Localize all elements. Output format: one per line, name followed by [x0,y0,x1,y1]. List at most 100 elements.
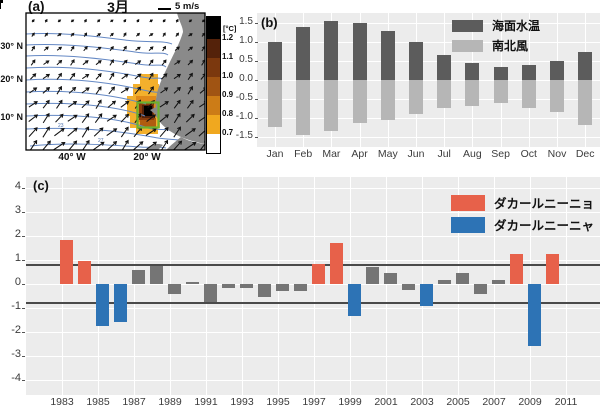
gridline-h [257,61,600,63]
ytick-label-c: 3 [14,204,21,216]
gridline-v [528,13,530,147]
month-tick-label: Oct [520,148,537,160]
gridline-v [416,13,417,147]
ytick-mark-b [255,136,258,138]
bar-海面水温-Jan [268,42,282,80]
year-tick-label: 2001 [374,396,398,408]
ytick-mark-c [22,260,25,261]
bar-南北風-Nov [550,80,564,113]
panel-a-title: 3月 [107,0,129,15]
ytick-label-b: -1.5 [235,129,253,141]
gridline-v [134,177,135,395]
gridline-v [566,177,567,395]
ytick-label-c: -2 [11,324,21,336]
bar-1999-nina [347,284,361,317]
wind-legend-swatch [452,39,483,52]
panel-b-legend: 海面水温 南北風 [452,17,540,57]
ytick-label-c: 0 [14,276,21,288]
gridline-h [26,260,600,261]
bar-南北風-Aug [465,80,480,107]
panel-c-plot-area [26,177,600,395]
year-tick-label: 1995 [266,396,290,408]
panel-c-label: (c) [33,178,49,193]
bar-南北風-Apr [352,80,367,124]
lon-tick-mark [0,6,1,9]
gridline-h [26,356,600,357]
bar-南北風-Jan [268,80,282,128]
gridline-v [275,13,276,147]
gridline-v [422,177,423,395]
bar-1986-nina [113,284,127,323]
gridline-v [98,177,99,395]
gridline-v [206,177,207,395]
bar-1995-neutral [275,284,289,292]
gridline-h [26,188,600,189]
contour-label: 23 [58,123,64,129]
gridline-v [278,177,279,395]
ytick-mark-c [22,308,25,309]
bar-2001-neutral [383,273,397,284]
ytick-label-b: -0.5 [235,91,253,103]
bar-1993-neutral [239,284,253,288]
bar-海面水温-Jul [437,55,452,80]
colorbar-segment [207,39,220,58]
bar-1985-nina [95,284,109,326]
gridline-v [242,177,243,395]
bar-1990-neutral [185,281,199,284]
year-tick-label: 1993 [230,396,254,408]
panel-c-legend: ダカールニーニョ ダカールニーニャ [451,193,594,237]
nino-legend-label: ダカールニーニョ [494,197,595,211]
bar-南北風-Jun [409,80,423,115]
bar-1991-neutral [203,284,217,302]
bar-2005-neutral [455,273,469,284]
gridline-v [359,13,361,147]
year-tick-label: 1999 [338,396,362,408]
ytick-mark-c [22,212,25,213]
gridline-h [257,117,600,119]
ytick-mark-b [255,117,258,119]
bar-2002-neutral [401,284,415,290]
ytick-label-b: 0.0 [239,73,253,84]
ytick-mark-b [255,23,258,25]
bar-海面水温-Jun [409,42,423,80]
gridline-v [170,177,171,395]
year-tick-label: 2003 [410,396,434,408]
map-canvas: 23 27 [25,12,206,151]
gridline-h [257,23,600,25]
lon-tick-label: 40° W [58,152,86,163]
year-tick-label: 2009 [518,396,542,408]
bar-2003-nina [419,284,433,306]
bar-2000-neutral [365,267,379,284]
year-tick-label: 1989 [158,396,182,408]
colorbar-tick-label: 1.1 [222,52,234,61]
bar-海面水温-May [380,30,395,80]
ytick-mark-b [255,42,258,44]
bar-1989-neutral [167,284,181,294]
ytick-label-c: 1 [14,252,21,264]
bar-1987-neutral [131,269,145,284]
gridline-h [257,136,600,138]
gridline-v [500,13,502,147]
lon-tick-mark [0,3,1,6]
colorbar-segment [207,17,220,39]
panel-a-label: (a) [28,0,45,14]
month-tick-label: Aug [463,148,482,160]
ytick-mark-c [22,236,25,237]
year-tick-label: 1983 [50,396,74,408]
gridline-h [26,380,600,381]
land-mass [147,13,205,150]
gridline-h [257,80,600,81]
ytick-label-b: -1.0 [235,110,253,122]
nino-legend-swatch [451,194,485,211]
map-border [25,12,206,151]
bar-2009-nina [527,284,541,347]
panel-b-plot-area [257,13,600,147]
bar-海面水温-Apr [352,23,367,80]
ytick-mark-c [22,380,25,381]
bar-海面水温-Aug [465,62,480,80]
gridline-v [472,13,474,147]
nina-legend-label: ダカールニーニャ [494,219,595,233]
